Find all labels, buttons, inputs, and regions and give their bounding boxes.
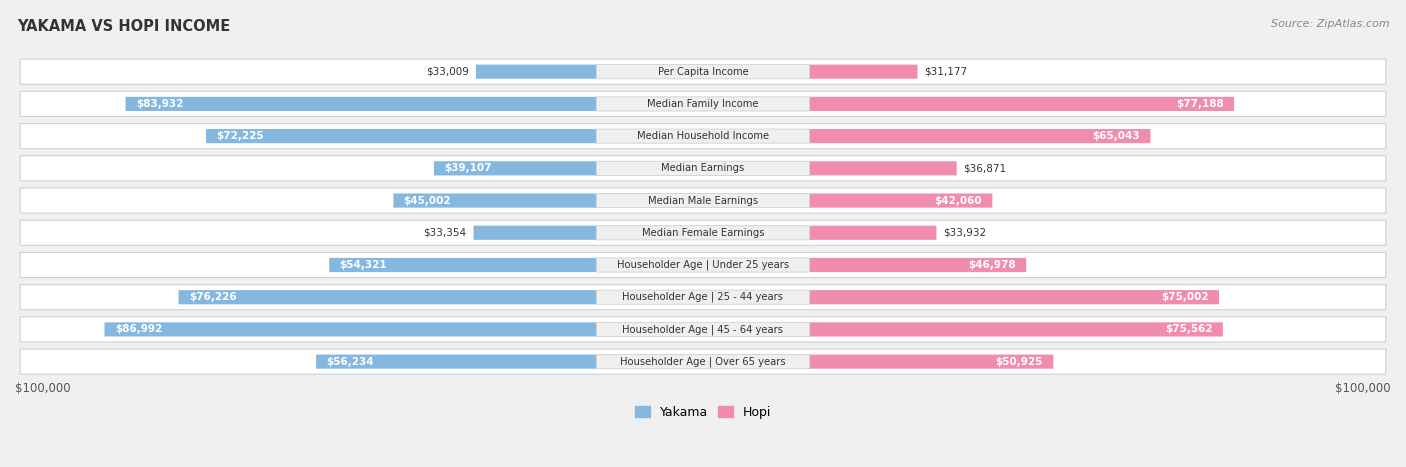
- Text: $100,000: $100,000: [15, 382, 70, 395]
- FancyBboxPatch shape: [596, 226, 810, 240]
- Text: $75,002: $75,002: [1161, 292, 1209, 302]
- FancyBboxPatch shape: [810, 226, 936, 240]
- FancyBboxPatch shape: [207, 129, 596, 143]
- FancyBboxPatch shape: [810, 290, 1219, 304]
- FancyBboxPatch shape: [810, 354, 1053, 369]
- Text: $50,925: $50,925: [995, 357, 1043, 367]
- FancyBboxPatch shape: [394, 193, 596, 208]
- FancyBboxPatch shape: [179, 290, 596, 304]
- Text: Per Capita Income: Per Capita Income: [658, 67, 748, 77]
- Text: $33,932: $33,932: [943, 228, 987, 238]
- FancyBboxPatch shape: [596, 193, 810, 208]
- Text: YAKAMA VS HOPI INCOME: YAKAMA VS HOPI INCOME: [17, 19, 231, 34]
- Text: $56,234: $56,234: [326, 357, 374, 367]
- Text: $86,992: $86,992: [115, 325, 162, 334]
- Text: Source: ZipAtlas.com: Source: ZipAtlas.com: [1271, 19, 1389, 28]
- FancyBboxPatch shape: [20, 317, 1386, 342]
- Text: Median Family Income: Median Family Income: [647, 99, 759, 109]
- FancyBboxPatch shape: [20, 349, 1386, 374]
- Text: $77,188: $77,188: [1175, 99, 1223, 109]
- FancyBboxPatch shape: [125, 97, 596, 111]
- FancyBboxPatch shape: [596, 64, 810, 79]
- FancyBboxPatch shape: [104, 322, 596, 337]
- Text: $54,321: $54,321: [340, 260, 387, 270]
- FancyBboxPatch shape: [596, 322, 810, 337]
- Text: $39,107: $39,107: [444, 163, 492, 173]
- FancyBboxPatch shape: [810, 64, 918, 79]
- FancyBboxPatch shape: [596, 129, 810, 143]
- Text: Median Household Income: Median Household Income: [637, 131, 769, 141]
- FancyBboxPatch shape: [20, 284, 1386, 310]
- FancyBboxPatch shape: [810, 97, 1234, 111]
- FancyBboxPatch shape: [20, 92, 1386, 116]
- Text: Householder Age | 45 - 64 years: Householder Age | 45 - 64 years: [623, 324, 783, 335]
- FancyBboxPatch shape: [596, 161, 810, 176]
- FancyBboxPatch shape: [20, 220, 1386, 245]
- Text: $72,225: $72,225: [217, 131, 264, 141]
- FancyBboxPatch shape: [329, 258, 596, 272]
- FancyBboxPatch shape: [810, 193, 993, 208]
- Text: $42,060: $42,060: [935, 196, 981, 205]
- Text: $33,009: $33,009: [426, 67, 470, 77]
- Text: Median Female Earnings: Median Female Earnings: [641, 228, 765, 238]
- Text: $76,226: $76,226: [188, 292, 236, 302]
- Legend: Yakama, Hopi: Yakama, Hopi: [630, 401, 776, 424]
- FancyBboxPatch shape: [474, 226, 596, 240]
- Text: Householder Age | Over 65 years: Householder Age | Over 65 years: [620, 356, 786, 367]
- FancyBboxPatch shape: [596, 290, 810, 304]
- FancyBboxPatch shape: [20, 188, 1386, 213]
- FancyBboxPatch shape: [316, 354, 596, 369]
- Text: $75,562: $75,562: [1166, 325, 1212, 334]
- FancyBboxPatch shape: [20, 124, 1386, 149]
- FancyBboxPatch shape: [596, 258, 810, 272]
- Text: $31,177: $31,177: [924, 67, 967, 77]
- Text: Householder Age | Under 25 years: Householder Age | Under 25 years: [617, 260, 789, 270]
- Text: $100,000: $100,000: [1336, 382, 1391, 395]
- FancyBboxPatch shape: [434, 161, 596, 176]
- FancyBboxPatch shape: [596, 97, 810, 111]
- Text: Median Earnings: Median Earnings: [661, 163, 745, 173]
- Text: $46,978: $46,978: [969, 260, 1017, 270]
- FancyBboxPatch shape: [20, 59, 1386, 84]
- Text: $33,354: $33,354: [423, 228, 467, 238]
- Text: Householder Age | 25 - 44 years: Householder Age | 25 - 44 years: [623, 292, 783, 303]
- Text: $36,871: $36,871: [963, 163, 1007, 173]
- FancyBboxPatch shape: [810, 322, 1223, 337]
- FancyBboxPatch shape: [810, 161, 956, 176]
- FancyBboxPatch shape: [475, 64, 596, 79]
- FancyBboxPatch shape: [810, 129, 1150, 143]
- FancyBboxPatch shape: [20, 156, 1386, 181]
- Text: Median Male Earnings: Median Male Earnings: [648, 196, 758, 205]
- Text: $45,002: $45,002: [404, 196, 451, 205]
- Text: $83,932: $83,932: [136, 99, 183, 109]
- Text: $65,043: $65,043: [1092, 131, 1140, 141]
- FancyBboxPatch shape: [596, 354, 810, 369]
- FancyBboxPatch shape: [20, 253, 1386, 277]
- FancyBboxPatch shape: [810, 258, 1026, 272]
